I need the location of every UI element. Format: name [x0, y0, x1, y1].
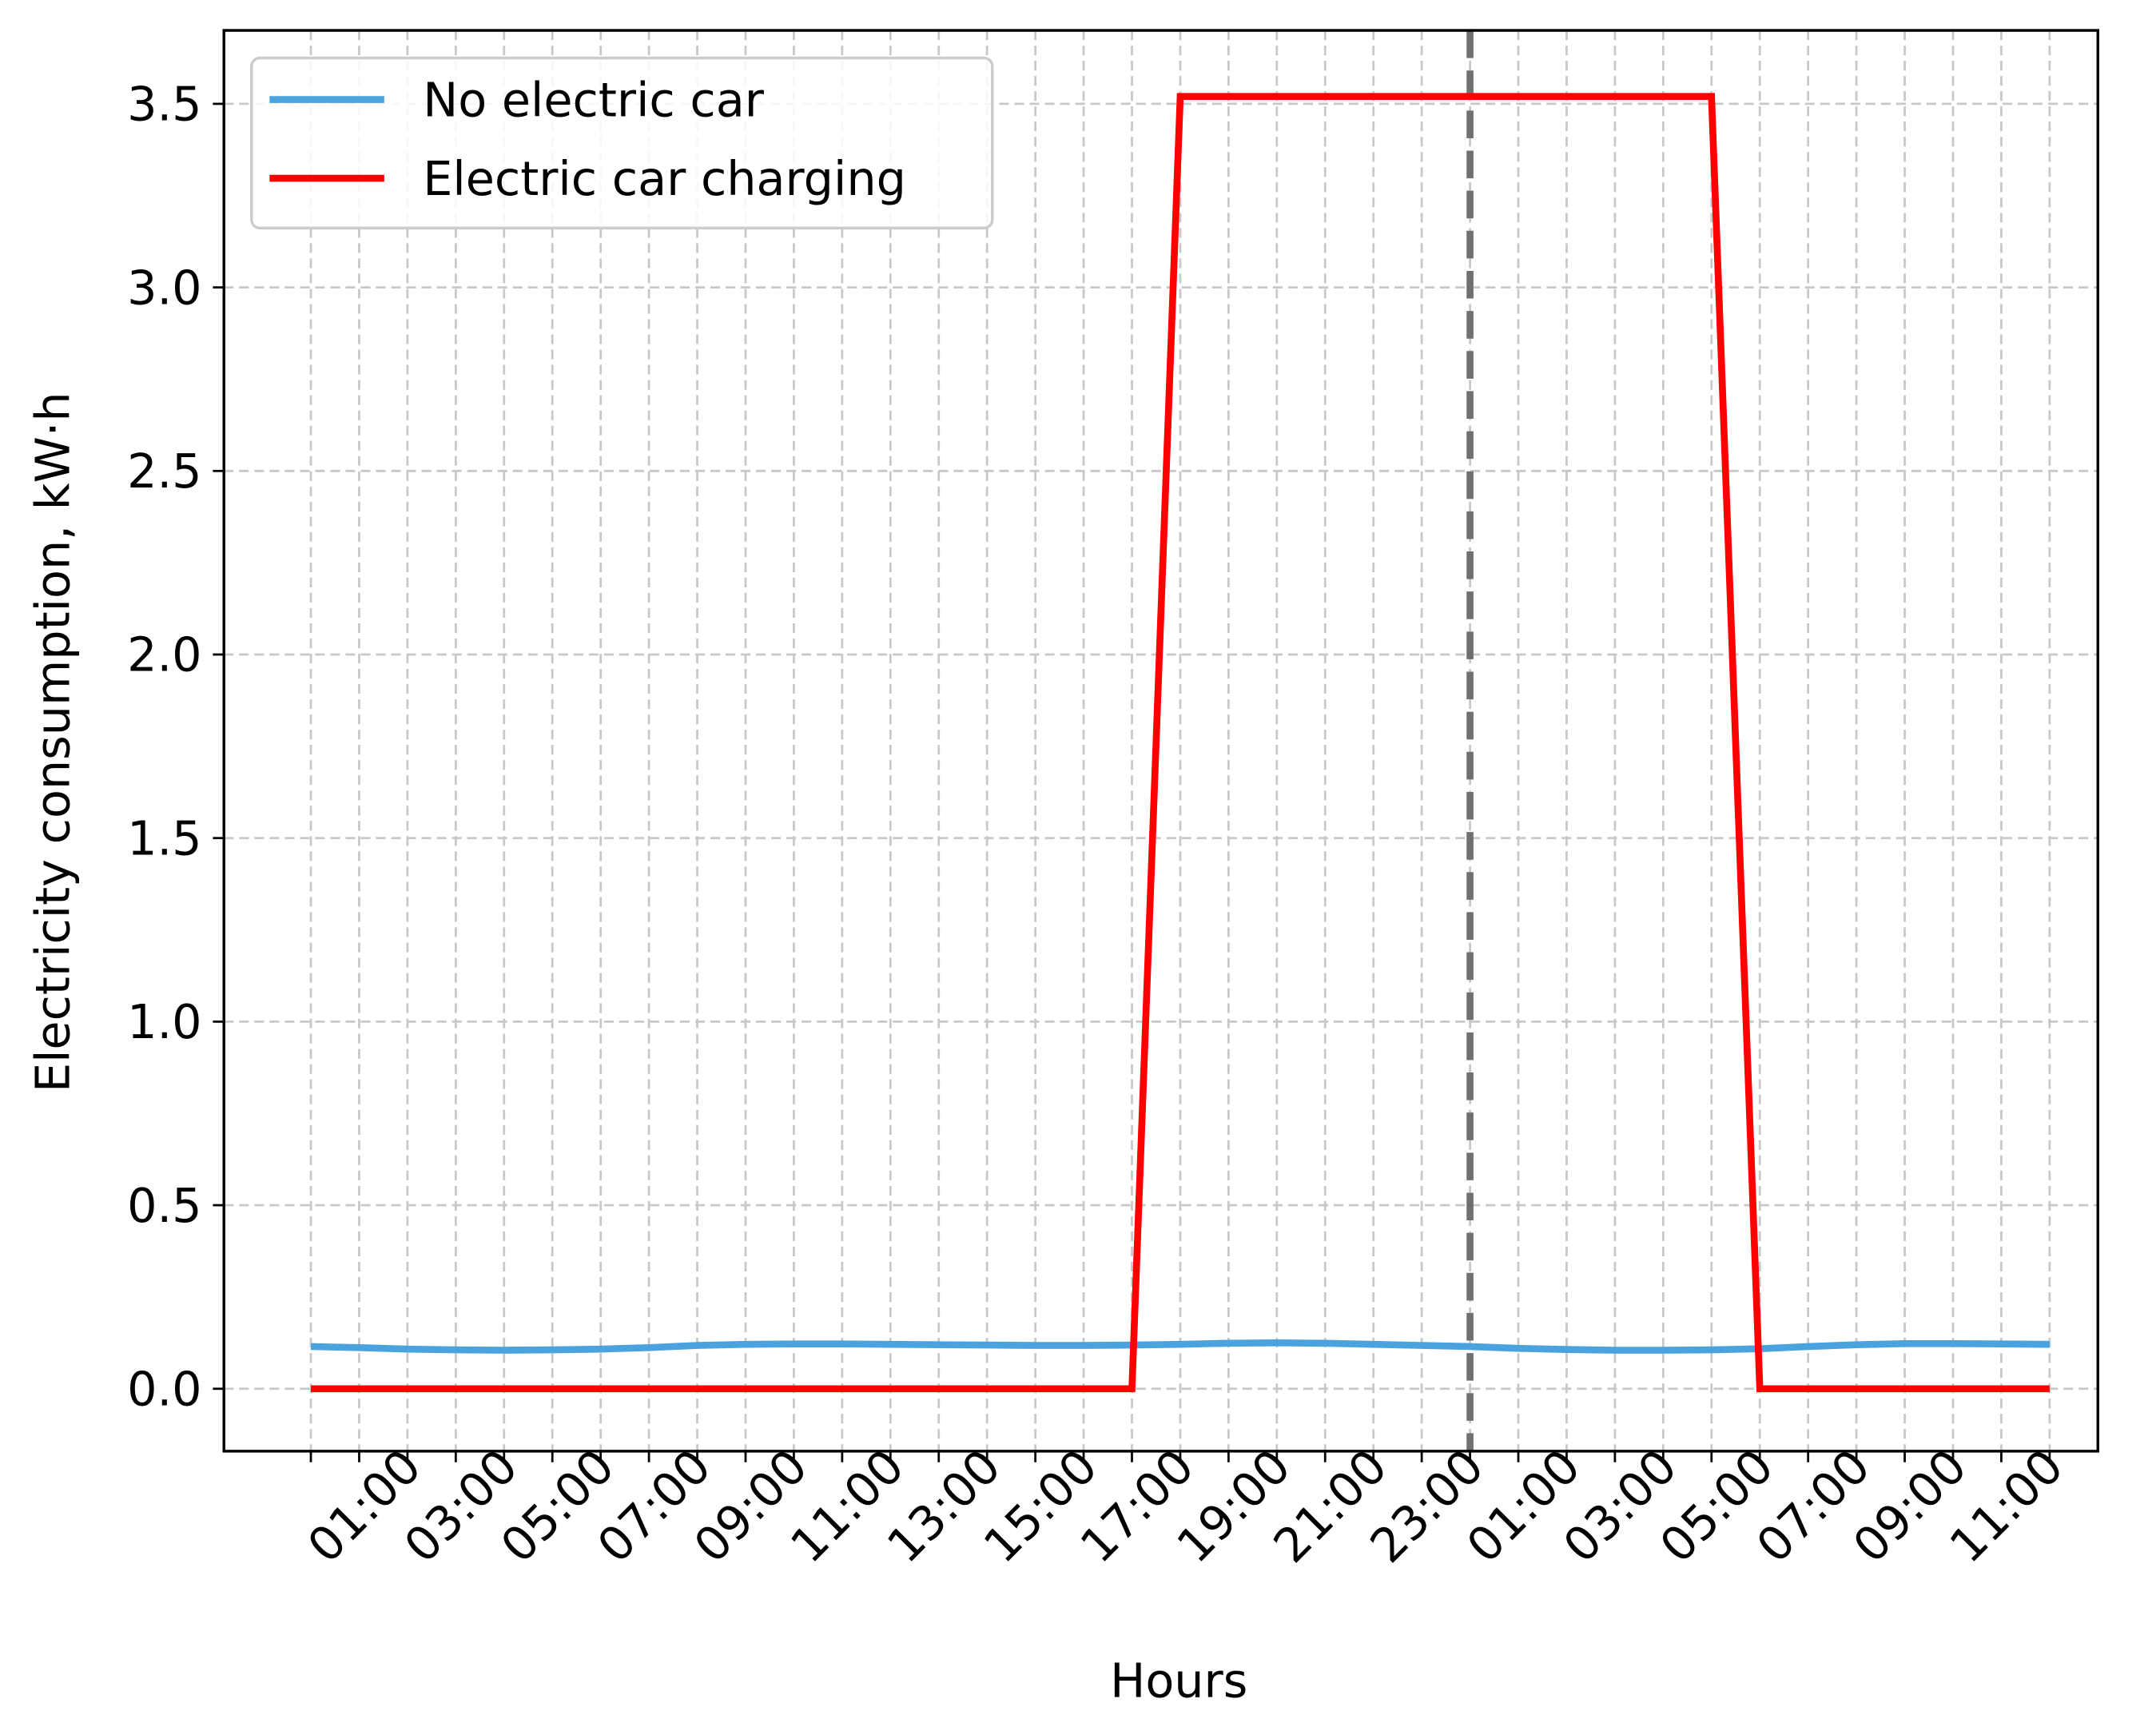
series-line	[311, 93, 2050, 1393]
y-tick-label: 3.5	[127, 77, 201, 132]
x-tick-label: 09:00	[683, 1438, 818, 1574]
y-tick-label: 2.5	[127, 444, 201, 499]
y-tick-label: 0.5	[127, 1178, 201, 1233]
plot-frame	[222, 29, 2100, 1453]
x-tick-label: 09:00	[1843, 1438, 1978, 1574]
x-axis-label: Hours	[1110, 1653, 1247, 1709]
y-tick-label: 0.0	[127, 1362, 201, 1417]
x-tick-label: 19:00	[1166, 1438, 1301, 1574]
x-tick-label: 23:00	[1359, 1438, 1494, 1574]
legend: No electric car Electric car charging	[250, 56, 994, 230]
x-tick-label: 01:00	[296, 1438, 432, 1574]
legend-label: No electric car	[423, 72, 764, 127]
x-tick-label: 13:00	[877, 1438, 1012, 1574]
series-line	[310, 1339, 2050, 1354]
y-tick-label: 3.0	[127, 260, 201, 315]
legend-label: Electric car charging	[423, 151, 906, 206]
x-tick-label: 03:00	[393, 1438, 528, 1574]
x-tick-label: 05:00	[1649, 1438, 1784, 1574]
x-tick-label: 03:00	[1553, 1438, 1688, 1574]
x-tick-label: 15:00	[973, 1438, 1108, 1574]
x-tick-label: 11:00	[780, 1438, 915, 1574]
x-tick-label: 17:00	[1069, 1438, 1204, 1574]
x-tick-label: 05:00	[490, 1438, 625, 1574]
x-tick-label: 11:00	[1939, 1438, 2074, 1574]
y-axis-label: Electricity consumption, kW·h	[26, 392, 81, 1092]
y-tick-label: 2.0	[127, 627, 201, 682]
x-tick-label: 07:00	[587, 1438, 722, 1574]
x-tick-label: 01:00	[1456, 1438, 1591, 1574]
x-tick-label: 07:00	[1746, 1438, 1881, 1574]
x-tick-label: 21:00	[1263, 1438, 1398, 1574]
y-tick-label: 1.5	[127, 810, 201, 865]
legend-box	[250, 56, 994, 230]
y-tick-label: 1.0	[127, 994, 201, 1049]
